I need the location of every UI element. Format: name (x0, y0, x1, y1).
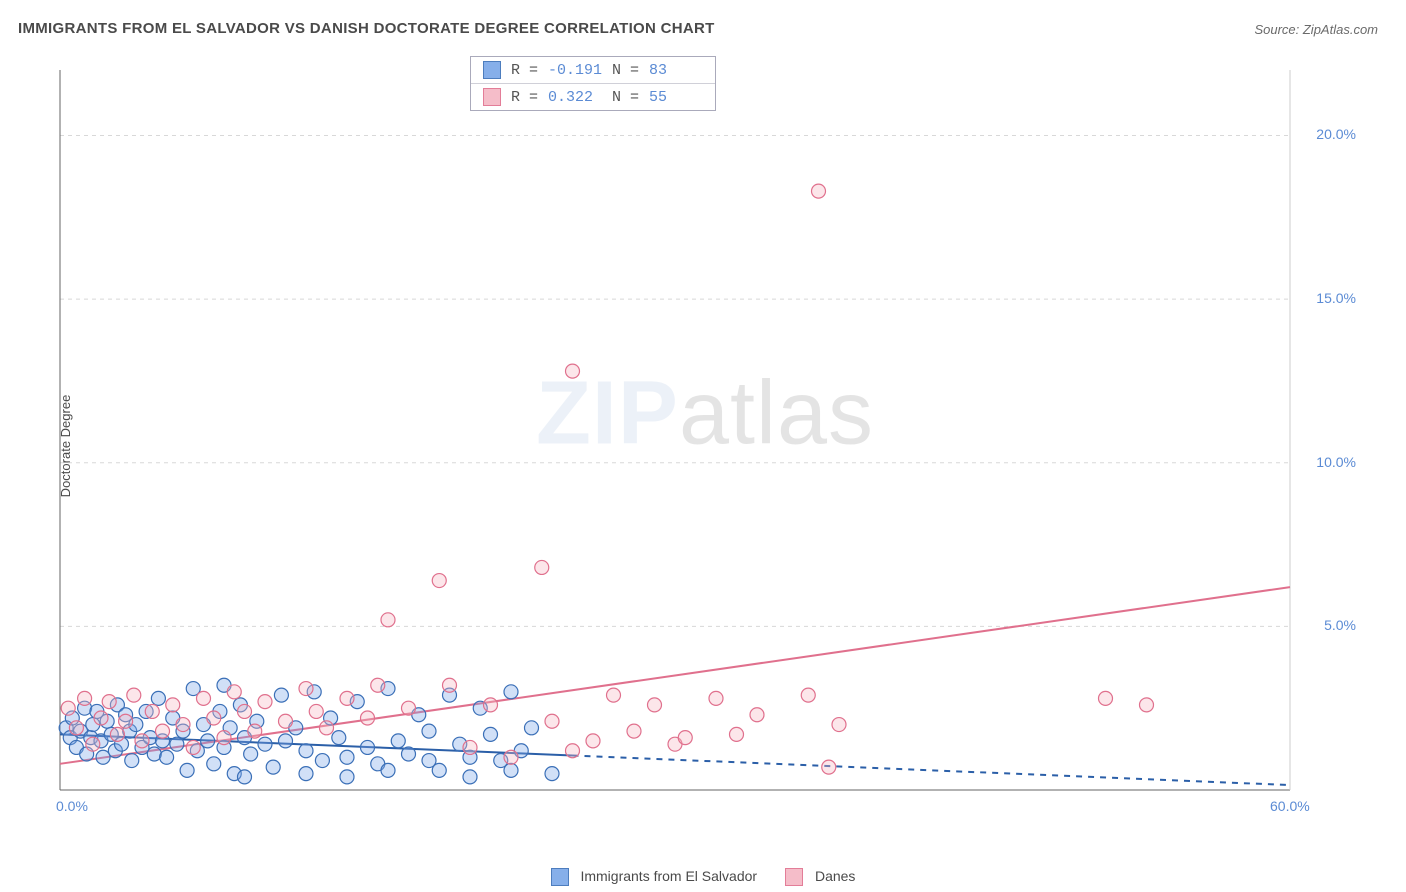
y-tick-label: 20.0% (1296, 126, 1356, 142)
r-value-el-salvador: -0.191 (548, 62, 602, 79)
legend-label-el-salvador: Immigrants from El Salvador (580, 868, 757, 884)
x-tick-label: 0.0% (56, 798, 88, 814)
legend-item-el-salvador: Immigrants from El Salvador (551, 868, 758, 886)
legend-item-danes: Danes (785, 868, 855, 886)
legend-swatch-danes (483, 88, 501, 106)
y-tick-label: 5.0% (1296, 617, 1356, 633)
chart-title: IMMIGRANTS FROM EL SALVADOR VS DANISH DO… (18, 20, 715, 37)
r-value-danes: 0.322 (548, 89, 602, 106)
legend-label-danes: Danes (815, 868, 855, 884)
r-label: R = (511, 89, 538, 106)
legend-swatch-danes (785, 868, 803, 886)
legend-swatch-el-salvador (483, 61, 501, 79)
scatter-chart (50, 60, 1360, 830)
source-attribution: Source: ZipAtlas.com (1254, 22, 1378, 37)
y-tick-label: 15.0% (1296, 290, 1356, 306)
bottom-legend: Immigrants from El Salvador Danes (0, 868, 1406, 886)
legend-row-el-salvador: R = -0.191 N = 83 (471, 57, 715, 83)
n-value-el-salvador: 83 (649, 62, 703, 79)
legend-row-danes: R = 0.322 N = 55 (471, 83, 715, 110)
n-label: N = (612, 89, 639, 106)
legend-swatch-el-salvador (551, 868, 569, 886)
r-label: R = (511, 62, 538, 79)
page-container: IMMIGRANTS FROM EL SALVADOR VS DANISH DO… (0, 0, 1406, 892)
x-tick-label: 60.0% (1270, 798, 1310, 814)
n-value-danes: 55 (649, 89, 703, 106)
y-tick-label: 10.0% (1296, 454, 1356, 470)
n-label: N = (612, 62, 639, 79)
correlation-legend: R = -0.191 N = 83 R = 0.322 N = 55 (470, 56, 716, 111)
plot-area: ZIPatlas (50, 60, 1360, 830)
